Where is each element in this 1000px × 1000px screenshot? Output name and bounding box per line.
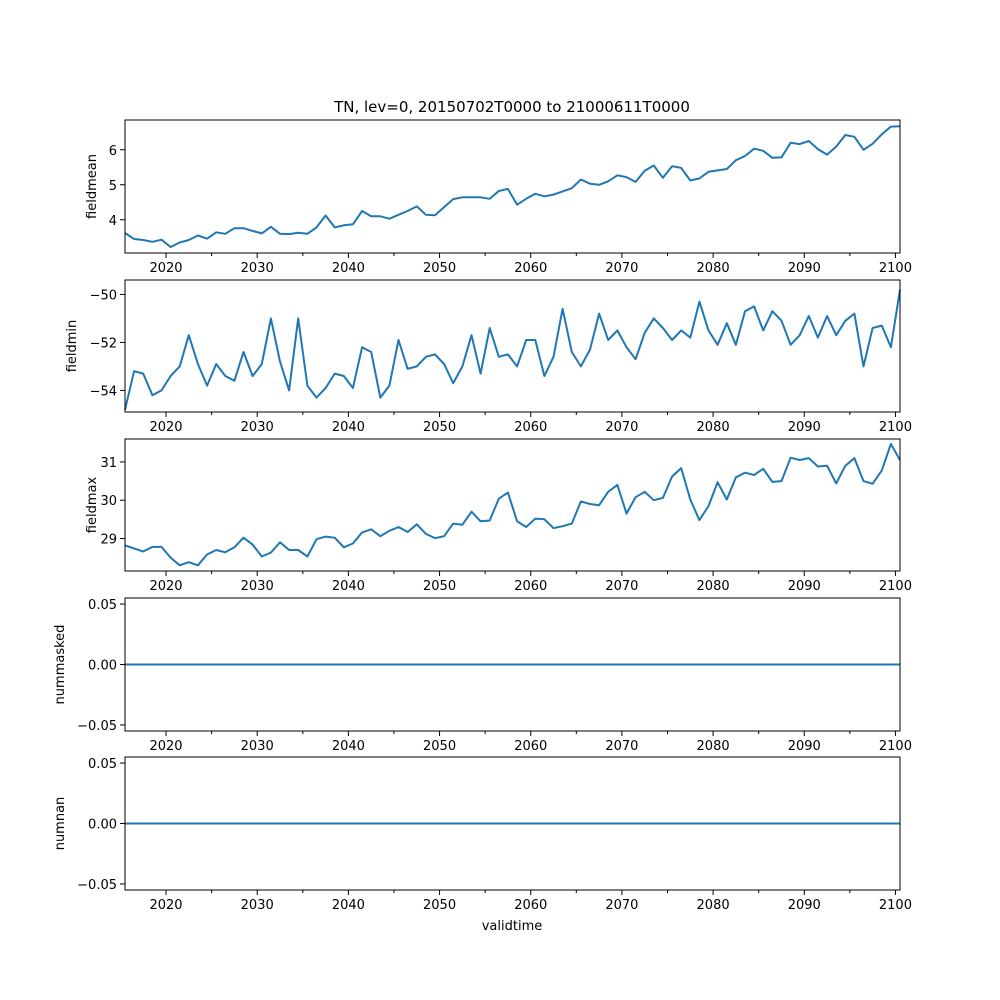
fieldmin-axes-frame [124, 279, 901, 413]
fieldmin-series-line [124, 289, 901, 410]
numnan-xtick-label-2080: 2080 [697, 898, 730, 913]
nummasked-y-axis-label: nummasked [53, 625, 68, 705]
fieldmin-ytick-label-0: −54 [90, 384, 117, 399]
fieldmin-xtick-label-2030: 2030 [241, 420, 274, 435]
fieldmin-xtick-label-2040: 2040 [332, 420, 365, 435]
fieldmax-xtick-label-2080: 2080 [697, 579, 730, 594]
fieldmean-xtick-label-2100: 2100 [879, 261, 912, 276]
fieldmax-xtick-label-2040: 2040 [332, 579, 365, 594]
nummasked-ytick-label-1: 0.00 [88, 659, 117, 674]
fieldmin-xtick-label-2090: 2090 [788, 420, 821, 435]
fieldmax-xtick-label-2030: 2030 [241, 579, 274, 594]
subplot-numnan: 2020 2030 2040 2050 2060 2070 2080 2090 2100 −0.0… [53, 756, 912, 913]
nummasked-xtick-label-2050: 2050 [423, 739, 456, 754]
fieldmin-xtick-label-2100: 2100 [879, 420, 912, 435]
nummasked-xtick-label-2030: 2030 [241, 739, 274, 754]
fieldmax-xtick-label-2070: 2070 [605, 579, 638, 594]
chart-title: TN, lev=0, 20150702T0000 to 21000611T000… [333, 98, 690, 116]
fieldmin-y-axis-label: fieldmin [65, 320, 80, 373]
numnan-xtick-label-2060: 2060 [514, 898, 547, 913]
nummasked-ytick-label-2: 0.05 [88, 598, 117, 613]
fieldmax-ytick-label-1: 30 [100, 494, 117, 509]
nummasked-ytick-label-0: −0.05 [77, 719, 117, 734]
fieldmax-y-axis-label: fieldmax [85, 477, 100, 534]
subplot-fieldmax: 2020 2030 2040 2050 2060 2070 2080 2090 2100 29 30… [85, 438, 912, 594]
fieldmean-xtick-label-2020: 2020 [149, 261, 182, 276]
fieldmax-axes-frame [124, 438, 901, 572]
numnan-xtick-label-2030: 2030 [241, 898, 274, 913]
x-axis-label: validtime [482, 919, 543, 934]
numnan-ytick-label-1: 0.00 [88, 818, 117, 833]
nummasked-xtick-label-2020: 2020 [149, 739, 182, 754]
subplot-fieldmean: 2020 2030 2040 2050 2060 2070 2080 2090 2100 4 5 6f… [85, 119, 912, 276]
fieldmax-xtick-label-2100: 2100 [879, 579, 912, 594]
fieldmean-y-axis-label: fieldmean [85, 154, 100, 219]
fieldmean-series-line [124, 125, 901, 248]
fieldmax-ytick-label-2: 31 [100, 456, 117, 471]
fieldmax-xtick-label-2050: 2050 [423, 579, 456, 594]
numnan-xtick-label-2040: 2040 [332, 898, 365, 913]
subplots: 2020 2030 2040 2050 2060 2070 2080 2090 2100456f… [53, 119, 912, 913]
numnan-ytick-label-2: 0.05 [88, 757, 117, 772]
numnan-xtick-label-2050: 2050 [423, 898, 456, 913]
fieldmax-xtick-label-2020: 2020 [149, 579, 182, 594]
fieldmin-ytick-label-1: −52 [90, 336, 117, 351]
fieldmin-xtick-label-2060: 2060 [514, 420, 547, 435]
nummasked-xtick-label-2040: 2040 [332, 739, 365, 754]
fieldmean-xtick-label-2030: 2030 [241, 261, 274, 276]
fieldmean-xtick-label-2080: 2080 [697, 261, 730, 276]
subplot-fieldmin: 2020 2030 2040 2050 2060 2070 2080 2090 2100 −54 −… [65, 279, 912, 435]
fieldmean-xtick-label-2040: 2040 [332, 261, 365, 276]
fieldmean-xtick-label-2090: 2090 [788, 261, 821, 276]
fieldmean-ytick-label-0: 4 [109, 214, 117, 229]
nummasked-xtick-label-2090: 2090 [788, 739, 821, 754]
fieldmin-xtick-label-2020: 2020 [149, 420, 182, 435]
numnan-ytick-label-0: −0.05 [77, 878, 117, 893]
numnan-xtick-label-2100: 2100 [879, 898, 912, 913]
nummasked-xtick-label-2100: 2100 [879, 739, 912, 754]
numnan-xtick-label-2070: 2070 [605, 898, 638, 913]
numnan-xtick-label-2090: 2090 [788, 898, 821, 913]
nummasked-xtick-label-2060: 2060 [514, 739, 547, 754]
fieldmin-xtick-label-2080: 2080 [697, 420, 730, 435]
numnan-y-axis-label: numnan [53, 797, 68, 851]
fieldmean-xtick-label-2070: 2070 [605, 261, 638, 276]
fieldmean-ytick-label-1: 5 [109, 179, 117, 194]
numnan-xtick-label-2020: 2020 [149, 898, 182, 913]
nummasked-xtick-label-2070: 2070 [605, 739, 638, 754]
fieldmin-xtick-label-2070: 2070 [605, 420, 638, 435]
fieldmax-xtick-label-2060: 2060 [514, 579, 547, 594]
fieldmean-axes-frame [124, 119, 901, 254]
fieldmax-xtick-label-2090: 2090 [788, 579, 821, 594]
fieldmin-ytick-label-2: −50 [90, 288, 117, 303]
nummasked-xtick-label-2080: 2080 [697, 739, 730, 754]
fieldmax-series-line [124, 443, 901, 567]
fieldmax-ytick-label-0: 29 [100, 532, 117, 547]
subplot-nummasked: 2020 2030 2040 2050 2060 2070 2080 2090 2100 −0.0… [53, 597, 912, 754]
fieldmin-xtick-label-2050: 2050 [423, 420, 456, 435]
fieldmean-xtick-label-2050: 2050 [423, 261, 456, 276]
fieldmean-ytick-label-2: 6 [109, 144, 117, 159]
fieldmean-xtick-label-2060: 2060 [514, 261, 547, 276]
